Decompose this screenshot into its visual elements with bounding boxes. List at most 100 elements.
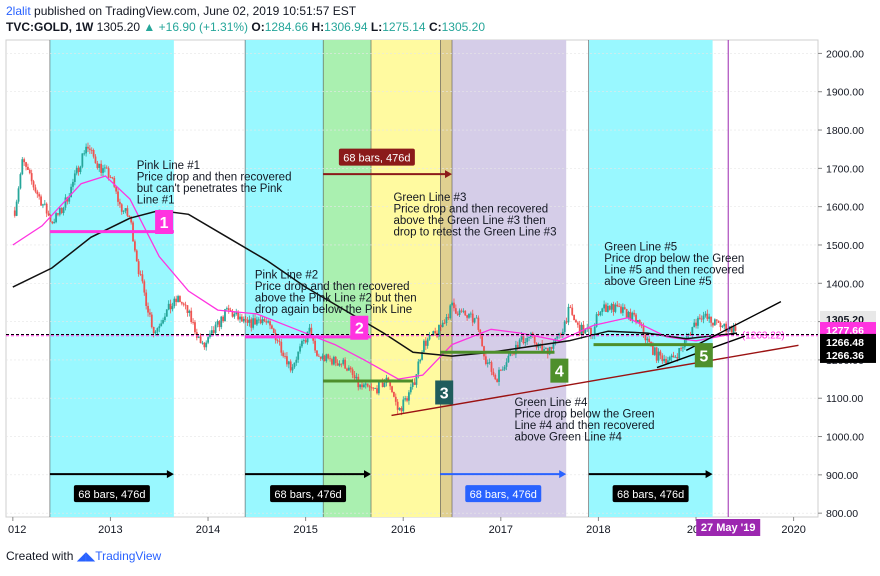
- candle-body: [47, 213, 50, 216]
- candle-body: [432, 331, 435, 336]
- candle-body: [710, 316, 712, 323]
- x-tick-label-2: 2014: [196, 524, 220, 536]
- badge-label-5: 5: [699, 348, 708, 365]
- time-zone-2: [245, 40, 324, 517]
- candle-body: [484, 356, 487, 364]
- candle-body: [276, 340, 279, 342]
- candle-body: [625, 308, 628, 318]
- candle-body: [361, 384, 363, 388]
- candle-body: [134, 241, 136, 251]
- candle-body: [332, 356, 335, 365]
- candle-body: [723, 323, 726, 327]
- candle-body: [240, 316, 243, 322]
- candle-body: [682, 347, 684, 349]
- candle-body: [210, 330, 213, 334]
- candle-body: [248, 319, 251, 323]
- candle-body: [201, 342, 204, 344]
- candle-body: [126, 208, 129, 216]
- candle-body: [389, 381, 392, 387]
- candle-body: [697, 317, 699, 326]
- candle-body: [614, 304, 617, 312]
- candle-body: [164, 316, 166, 321]
- candle-body: [496, 379, 499, 382]
- candle-body: [94, 156, 97, 164]
- candle-body: [190, 310, 193, 322]
- candle-body: [552, 342, 555, 349]
- candle-body: [685, 335, 688, 340]
- low-label: L:: [370, 20, 383, 34]
- candle-body: [680, 348, 682, 349]
- candle-body: [541, 343, 544, 352]
- candle-body: [252, 318, 255, 328]
- annotation-line: Price drop and then recovered: [393, 203, 548, 215]
- candle-body: [130, 217, 133, 223]
- candle-body: [216, 321, 219, 325]
- candle-body: [224, 309, 226, 322]
- candle-body: [271, 325, 273, 329]
- x-tick-label-3: 2015: [293, 524, 317, 536]
- author-link[interactable]: 2lalit: [6, 4, 31, 18]
- candle-body: [732, 326, 735, 333]
- annotation-line: Price drop and then recovered: [137, 172, 292, 184]
- candle-body: [169, 303, 172, 310]
- candle-body: [593, 326, 596, 336]
- candle-body: [331, 359, 333, 365]
- annotation-line: Line #5 and then recovered: [604, 265, 744, 277]
- candle-body: [111, 177, 114, 179]
- candle-body: [590, 327, 592, 336]
- candle-body: [316, 350, 318, 356]
- price-label-3: 1266.48: [826, 337, 864, 349]
- candle-body: [704, 313, 707, 316]
- candle-body: [421, 351, 423, 360]
- candle-body: [505, 362, 508, 367]
- candle-body: [287, 361, 290, 365]
- candle-body: [561, 331, 564, 334]
- candle-body: [291, 367, 294, 371]
- candle-body: [349, 367, 352, 370]
- candle-body: [45, 203, 48, 214]
- candle-body: [490, 362, 493, 372]
- x-tick-label-6: 2018: [586, 524, 610, 536]
- symbol-header: TVC:GOLD, 1W 1305.20 ▲ +16.90 (+1.31%) O…: [6, 20, 485, 34]
- candle-body: [329, 358, 331, 360]
- candle-body: [674, 356, 677, 358]
- candle-body: [120, 204, 123, 212]
- candle-body: [584, 329, 587, 334]
- candle-body: [603, 304, 606, 309]
- candle-body: [145, 292, 148, 306]
- candle-body: [708, 316, 711, 319]
- y-tick-label-6: 1400.00: [826, 278, 864, 290]
- range-label-box-3: [465, 485, 542, 503]
- candle-body: [299, 346, 301, 352]
- publish-info: published on TradingView.com, June 02, 2…: [34, 4, 357, 18]
- candle-body: [355, 376, 358, 379]
- candle-body: [149, 312, 151, 315]
- y-tick-label-2: 1800.00: [826, 125, 864, 137]
- symbol-name[interactable]: TVC:GOLD, 1W: [6, 20, 94, 34]
- candle-body: [458, 310, 461, 315]
- candle-body: [186, 305, 189, 313]
- candle-body: [464, 310, 467, 316]
- annotation-line: Green Line #3: [393, 192, 466, 204]
- candle-body: [402, 399, 405, 412]
- annotation-line: Price drop below the Green: [604, 253, 744, 265]
- candle-body: [139, 273, 142, 275]
- x-tick-label-5: 2017: [489, 524, 513, 536]
- candle-body: [304, 340, 307, 343]
- badge-1: [155, 209, 174, 234]
- footer: Created with ◢◣TradingView: [6, 549, 161, 563]
- candle-body: [342, 359, 345, 364]
- candle-body: [366, 383, 369, 387]
- candle-body: [152, 327, 155, 334]
- high-label: H:: [311, 20, 325, 34]
- low-value: 1275.14: [382, 20, 426, 34]
- time-zone-6: [452, 40, 567, 517]
- candle-body: [57, 213, 59, 215]
- candle-body: [314, 340, 316, 351]
- tradingview-brand[interactable]: TradingView: [95, 549, 162, 563]
- candle-body: [462, 310, 465, 312]
- y-tick-label-1: 1900.00: [826, 87, 864, 99]
- candle-body: [344, 359, 347, 369]
- candle-body: [499, 369, 502, 371]
